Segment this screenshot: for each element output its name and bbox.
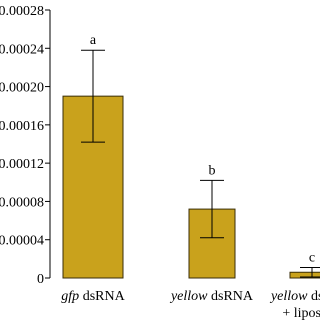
x-tick-label: yellow dsRNA xyxy=(169,289,254,304)
y-tick-label: 0.00016 xyxy=(0,119,44,134)
annotation: b xyxy=(209,163,216,178)
annotation: a xyxy=(90,33,97,48)
y-tick-label: 0.00028 xyxy=(0,4,44,19)
y-tick-label: 0 xyxy=(37,272,44,287)
y-tick-label: 0.00008 xyxy=(0,195,44,210)
y-tick-label: 0.00024 xyxy=(0,42,44,57)
x-tick-label: yellow dsRNA + liposome xyxy=(269,289,320,320)
annotation: c xyxy=(309,250,315,265)
y-tick-label: 0.00020 xyxy=(0,81,44,96)
y-tick-label: 0.00004 xyxy=(0,234,44,249)
y-tick-label: 0.00012 xyxy=(0,157,44,172)
x-tick-label: gfp dsRNA xyxy=(61,289,125,304)
